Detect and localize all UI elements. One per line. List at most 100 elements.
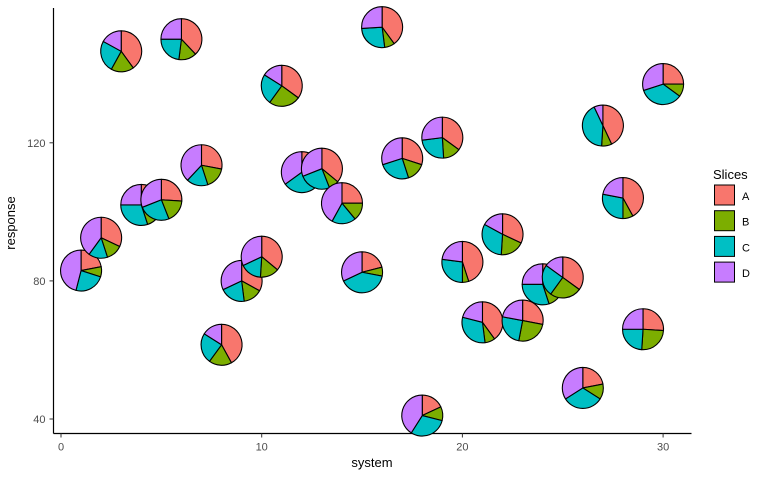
pie-slice-A	[522, 299, 544, 325]
legend-label-B: B	[742, 217, 749, 229]
pie-slice-D	[60, 249, 82, 291]
pie-slice-D	[545, 256, 564, 278]
legend-title: Slices	[713, 167, 748, 182]
pie-slice-D	[441, 240, 463, 263]
pie-slice-C	[382, 157, 410, 180]
legend-key-A	[714, 184, 735, 206]
pie-slice-C	[521, 283, 550, 306]
pie-slice-D	[240, 235, 263, 267]
pie-slice-A	[120, 30, 143, 69]
legend-label-C: C	[742, 242, 750, 254]
pie-point	[300, 147, 343, 190]
pie-slice-D	[102, 30, 122, 52]
x-tick-label: 30	[657, 442, 669, 454]
pie-slice-C	[643, 83, 681, 106]
x-tick-label: 0	[58, 442, 64, 454]
legend-key-D	[714, 261, 735, 283]
pie-slice-C	[461, 316, 486, 344]
pie-point	[621, 308, 665, 351]
pie-slice-D	[361, 6, 383, 29]
pie-slice-A	[200, 144, 223, 170]
pie-point	[361, 6, 404, 49]
axes: 0 10 20 30 40 80 120	[27, 8, 692, 454]
pie-slice-D	[521, 263, 544, 285]
pie-slice-C	[541, 264, 564, 295]
pie-slice-C	[410, 415, 443, 437]
pie-slice-D	[602, 176, 624, 199]
x-tick-label: 20	[456, 442, 468, 454]
legend-keys: A B C D	[714, 184, 750, 283]
pie-slice-C	[100, 40, 122, 70]
pie-slice-A	[381, 6, 404, 45]
pie-slice-A	[100, 216, 123, 248]
pie-slice-B	[518, 320, 544, 342]
pie-slice-D	[320, 182, 343, 222]
pie-point	[80, 216, 123, 259]
pie-point	[180, 144, 223, 187]
pie-point	[140, 178, 183, 221]
pie-slice-A	[281, 64, 303, 99]
pie-point	[501, 299, 544, 342]
pie-point	[160, 18, 203, 61]
pie-slice-B	[641, 328, 665, 351]
y-tick-label: 80	[33, 276, 45, 288]
pie-slice-C	[501, 316, 524, 342]
pie-point	[341, 251, 384, 294]
pie-slice-A	[401, 137, 424, 166]
pie-slice-A	[501, 213, 524, 244]
pie-slice-C	[441, 258, 463, 283]
pie-slice-C	[75, 269, 102, 292]
legend-key-C	[714, 235, 735, 257]
y-tick-label: 40	[33, 414, 45, 426]
pie-point	[401, 394, 444, 437]
pie-slice-A	[341, 182, 364, 204]
pie-slice-A	[602, 104, 624, 145]
pie-slice-A	[642, 308, 665, 332]
y-tick-label: 120	[27, 138, 45, 150]
pie-slice-D	[160, 18, 182, 40]
pie-point	[441, 240, 484, 283]
pie-slice-D	[621, 308, 644, 330]
pie-slice-C	[160, 38, 182, 61]
pie-slice-A	[481, 301, 504, 340]
pie-slice-D	[561, 366, 584, 400]
pie-slice-C	[601, 193, 624, 220]
pie-slice-D	[341, 251, 363, 282]
pie-point	[260, 64, 303, 107]
legend-key-B	[714, 210, 735, 232]
legend-label-D: D	[742, 268, 750, 280]
pie-point	[642, 63, 685, 106]
pie-slice-C	[621, 328, 644, 351]
pie-slice-C	[581, 106, 604, 147]
pie-point	[481, 213, 524, 256]
pie-slice-C	[564, 387, 601, 409]
pie-slice-C	[260, 74, 283, 103]
pie-point	[100, 30, 143, 73]
pie-slice-D	[300, 147, 323, 177]
pie-slice-D	[180, 144, 203, 181]
pie-slice-D	[280, 151, 303, 185]
x-axis-title: system	[351, 455, 392, 470]
pie-slice-C	[421, 137, 445, 159]
pie-point	[541, 256, 584, 299]
pie-slice-D	[381, 137, 403, 166]
y-axis-title: response	[3, 196, 18, 249]
legend: Slices A B C D	[713, 167, 750, 283]
pie-slice-D	[462, 301, 484, 323]
pie-slice-D	[401, 394, 423, 434]
pie-slice-D	[80, 216, 102, 255]
pie-slice-C	[361, 26, 386, 49]
pie-slice-A	[662, 63, 685, 85]
pie-slice-A	[261, 235, 283, 271]
pie-slice-D	[593, 104, 604, 127]
pie-point	[421, 116, 464, 159]
pie-slice-A	[562, 256, 584, 291]
pie-point	[461, 301, 504, 344]
pie-slice-D	[140, 178, 162, 208]
pie-point	[601, 176, 645, 220]
pie-slice-A	[321, 147, 343, 183]
pie-slice-B	[550, 276, 580, 299]
pie-slice-C	[120, 204, 149, 226]
